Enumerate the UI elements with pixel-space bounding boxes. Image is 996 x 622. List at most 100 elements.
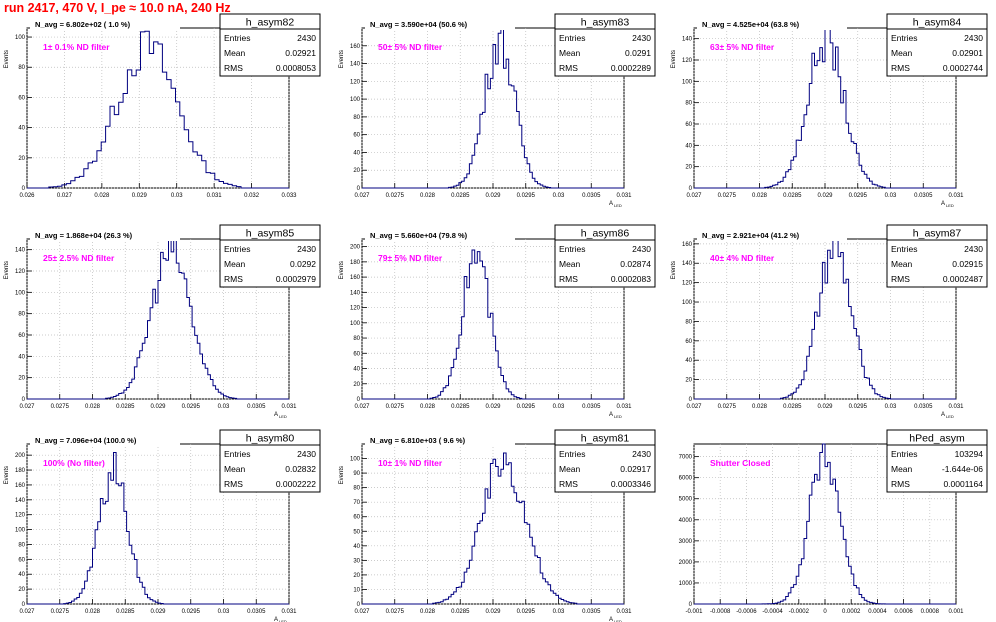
x-tick-label: 0.027: [686, 193, 702, 199]
y-tick-label: 100: [15, 290, 26, 296]
x-tick-label: 0.027: [686, 404, 702, 410]
x-tick-label: 0.03: [885, 193, 897, 199]
x-tick-label: 0.0275: [51, 404, 70, 410]
x-axis-label-sub: LED: [614, 203, 622, 208]
x-tick-label: -0.0008: [710, 609, 731, 615]
stats-value-mean: 0.02832: [285, 464, 316, 474]
y-tick-label: 200: [350, 245, 361, 251]
filter-annotation: 10± 1% ND filter: [378, 458, 443, 468]
x-tick-label: 0.032: [244, 193, 260, 199]
stats-name: h_asym86: [581, 228, 630, 240]
y-tick-label: 40: [353, 544, 360, 550]
x-tick-label: 0.031: [616, 193, 632, 199]
y-tick-label: 0: [22, 602, 26, 608]
stats-label-mean: Mean: [891, 259, 913, 269]
x-tick-label: 0.0295: [849, 193, 868, 199]
y-tick-label: 180: [350, 260, 361, 266]
y-tick-label: 140: [15, 248, 26, 254]
stats-value-rms: 0.0002083: [611, 274, 651, 284]
stats-label-mean: Mean: [559, 48, 581, 58]
x-tick-label: 0.03: [218, 404, 230, 410]
histogram-line: [362, 249, 624, 400]
title-box: [365, 434, 515, 446]
x-tick-label: 0.033: [281, 193, 297, 199]
stats-value-rms: 0.0003346: [611, 479, 651, 489]
x-tick-label: 0.029: [485, 609, 501, 615]
histogram-title: N_avg = 6.802e+02 ( 1.0 %): [35, 20, 131, 29]
x-tick-label: 0.03: [553, 609, 565, 615]
x-tick-label: 0.028: [752, 193, 768, 199]
stats-label-entries: Entries: [224, 244, 250, 254]
y-tick-label: 30: [353, 558, 360, 564]
y-axis-label: Events: [671, 50, 677, 68]
x-tick-label: 0.029: [132, 193, 148, 199]
histogram-panel-h_asym84: 0.027 0.0275 0.028 0.0285 0.029 0.0295 0.03 0.0…: [671, 13, 988, 208]
stats-label-mean: Mean: [224, 48, 246, 58]
y-tick-label: 40: [353, 367, 360, 373]
x-axis-label: A: [274, 412, 278, 418]
stats-name: h_asym81: [581, 433, 630, 445]
stats-name: h_asym82: [246, 17, 295, 29]
stats-value-rms: 0.0002222: [276, 479, 316, 489]
y-tick-label: 7000: [679, 455, 693, 461]
stats-value-entries: 2430: [964, 244, 983, 254]
x-tick-label: 0.001: [948, 609, 964, 615]
x-tick-label: 0.0305: [247, 404, 266, 410]
stats-value-mean: 0.02901: [952, 48, 983, 58]
filter-annotation: Shutter Closed: [710, 458, 770, 468]
x-tick-label: 0.03: [553, 193, 565, 199]
y-tick-label: 140: [15, 498, 26, 504]
x-tick-label: 0.028: [85, 404, 101, 410]
title-box: [697, 229, 847, 241]
x-tick-label: 0.0305: [582, 193, 601, 199]
title-box: [365, 18, 515, 30]
x-tick-label: 0.0305: [582, 404, 601, 410]
stats-label-rms: RMS: [559, 274, 578, 284]
x-axis-label-sub: LED: [614, 619, 622, 622]
x-axis-label-sub: LED: [614, 414, 622, 419]
stats-label-mean: Mean: [224, 464, 246, 474]
histogram-title: N_avg = 2.921e+04 (41.2 %): [702, 231, 800, 240]
stats-label-entries: Entries: [891, 33, 917, 43]
y-tick-label: 40: [685, 143, 692, 149]
x-axis-label: A: [941, 201, 945, 207]
x-tick-label: 0.028: [85, 609, 101, 615]
stats-value-mean: 0.02921: [285, 48, 316, 58]
x-tick-label: 0.0275: [51, 609, 70, 615]
histogram-line: [694, 238, 956, 400]
x-tick-label: 0.0295: [517, 193, 536, 199]
x-axis-label-sub: LED: [946, 414, 954, 419]
y-tick-label: 180: [15, 468, 26, 474]
x-tick-label: 0.0305: [582, 609, 601, 615]
histogram-title: N_avg = 5.660e+04 (79.8 %): [370, 231, 468, 240]
x-tick-label: 0.0295: [849, 404, 868, 410]
stats-name: hPed_asym: [909, 433, 965, 445]
x-axis-label-sub: LED: [279, 619, 287, 622]
stats-label-mean: Mean: [224, 259, 246, 269]
y-tick-label: 0: [22, 186, 26, 192]
y-tick-label: 120: [682, 58, 693, 64]
x-tick-label: 0.028: [420, 404, 436, 410]
filter-annotation: 1± 0.1% ND filter: [43, 42, 110, 52]
y-tick-label: 80: [353, 486, 360, 492]
histogram-panel-h_asym87: 0.027 0.0275 0.028 0.0285 0.029 0.0295 0.03 0.0…: [671, 224, 988, 419]
x-axis-label: A: [609, 201, 613, 207]
y-tick-label: 20: [353, 168, 360, 174]
stats-value-entries: 2430: [632, 244, 651, 254]
y-tick-label: 60: [353, 515, 360, 521]
y-tick-label: 0: [357, 397, 361, 403]
y-tick-label: 90: [353, 471, 360, 477]
stats-value-entries: 2430: [297, 33, 316, 43]
x-tick-label: 0.031: [207, 193, 223, 199]
y-tick-label: 20: [685, 165, 692, 171]
y-tick-label: 80: [353, 115, 360, 121]
stats-value-mean: 0.0291: [625, 48, 651, 58]
x-tick-label: -0.001: [685, 609, 703, 615]
stats-name: h_asym83: [581, 17, 630, 29]
x-tick-label: 0.0275: [386, 193, 405, 199]
stats-name: h_asym87: [913, 228, 962, 240]
title-box: [30, 229, 180, 241]
x-tick-label: 0.027: [354, 404, 370, 410]
x-tick-label: 0.0285: [783, 404, 802, 410]
x-tick-label: 0.0275: [718, 404, 737, 410]
